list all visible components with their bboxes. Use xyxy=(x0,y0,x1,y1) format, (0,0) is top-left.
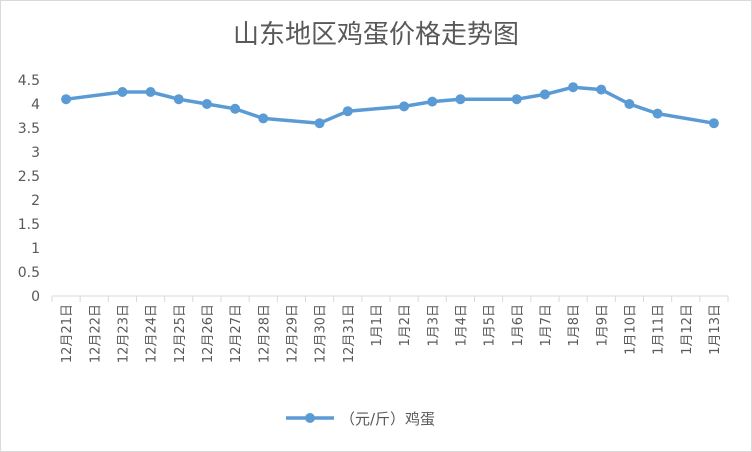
data-point xyxy=(427,96,438,107)
x-tick-label: 12月31日 xyxy=(342,304,357,363)
data-point xyxy=(258,113,269,124)
x-tick-label: 1月7日 xyxy=(539,304,554,347)
x-tick-label: 1月1日 xyxy=(370,304,385,347)
data-point xyxy=(624,99,635,109)
x-tick-label: 12月23日 xyxy=(116,304,131,363)
y-tick-label: 1.5 xyxy=(18,217,40,233)
data-point xyxy=(708,118,719,129)
data-point xyxy=(511,94,522,105)
data-point xyxy=(596,84,607,95)
x-tick-label: 12月25日 xyxy=(173,304,188,363)
x-tick-label: 1月6日 xyxy=(511,304,526,347)
y-tick-label: 4.5 xyxy=(18,73,40,89)
x-tick-label: 1月5日 xyxy=(483,304,498,347)
x-tick-label: 1月3日 xyxy=(426,304,441,347)
x-tick-label: 1月9日 xyxy=(595,304,610,347)
y-tick-label: 1 xyxy=(31,241,40,257)
data-point xyxy=(201,99,212,109)
x-tick-label: 1月11日 xyxy=(652,304,667,355)
data-point xyxy=(173,94,184,105)
x-tick-label: 12月26日 xyxy=(201,304,216,363)
x-tick-label: 1月12日 xyxy=(680,304,695,355)
legend: （元/斤）鸡蛋 xyxy=(286,410,435,428)
x-tick-label: 1月4日 xyxy=(454,304,469,347)
y-tick-label: 0.5 xyxy=(18,265,40,281)
data-point xyxy=(539,89,550,100)
data-point xyxy=(455,94,466,105)
x-tick-label: 12月22日 xyxy=(88,304,103,363)
chart-title: 山东地区鸡蛋价格走势图 xyxy=(232,20,519,50)
series-layer xyxy=(61,82,719,129)
x-tick-label: 12月21日 xyxy=(60,304,75,363)
legend-marker xyxy=(305,413,315,423)
x-axis: 12月21日 12月22日 12月23日 12月24日 12月25日 12月26日 12月2… xyxy=(51,295,729,363)
y-tick-label: 2 xyxy=(31,193,40,209)
y-tick-label: 3.5 xyxy=(18,121,40,137)
x-tick-label: 12月30日 xyxy=(314,304,329,363)
x-tick-label: 12月29日 xyxy=(285,304,300,363)
data-point xyxy=(145,87,156,97)
data-point xyxy=(568,82,579,93)
series-line xyxy=(65,85,715,125)
data-point xyxy=(652,108,663,119)
data-point xyxy=(230,103,241,114)
data-point xyxy=(342,106,353,117)
y-axis: 0 0.5 1 1.5 2 2.5 3 3.5 4 4.5 xyxy=(18,73,40,305)
y-tick-label: 3 xyxy=(31,145,40,161)
x-tick-label: 1月8日 xyxy=(567,304,582,347)
legend-label: （元/斤）鸡蛋 xyxy=(340,410,435,428)
y-tick-label: 4 xyxy=(31,97,40,113)
data-point xyxy=(399,101,410,112)
x-tick-label: 12月24日 xyxy=(145,304,160,363)
data-point xyxy=(117,87,128,97)
x-tick-label: 1月13日 xyxy=(708,304,723,355)
y-tick-label: 2.5 xyxy=(18,169,40,185)
x-tick-label: 1月10日 xyxy=(623,304,638,355)
data-point xyxy=(314,118,325,129)
data-point xyxy=(61,94,72,105)
x-tick-label: 12月27日 xyxy=(229,304,244,363)
x-tick-label: 12月28日 xyxy=(257,304,272,363)
y-tick-label: 0 xyxy=(31,289,40,305)
x-tick-label: 1月2日 xyxy=(398,304,413,347)
